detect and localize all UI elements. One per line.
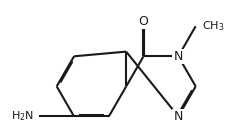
Text: H$_2$N: H$_2$N [11, 110, 34, 123]
Text: N: N [174, 110, 183, 123]
Text: CH$_3$: CH$_3$ [202, 19, 224, 33]
Text: O: O [139, 15, 149, 28]
Text: N: N [174, 50, 183, 63]
